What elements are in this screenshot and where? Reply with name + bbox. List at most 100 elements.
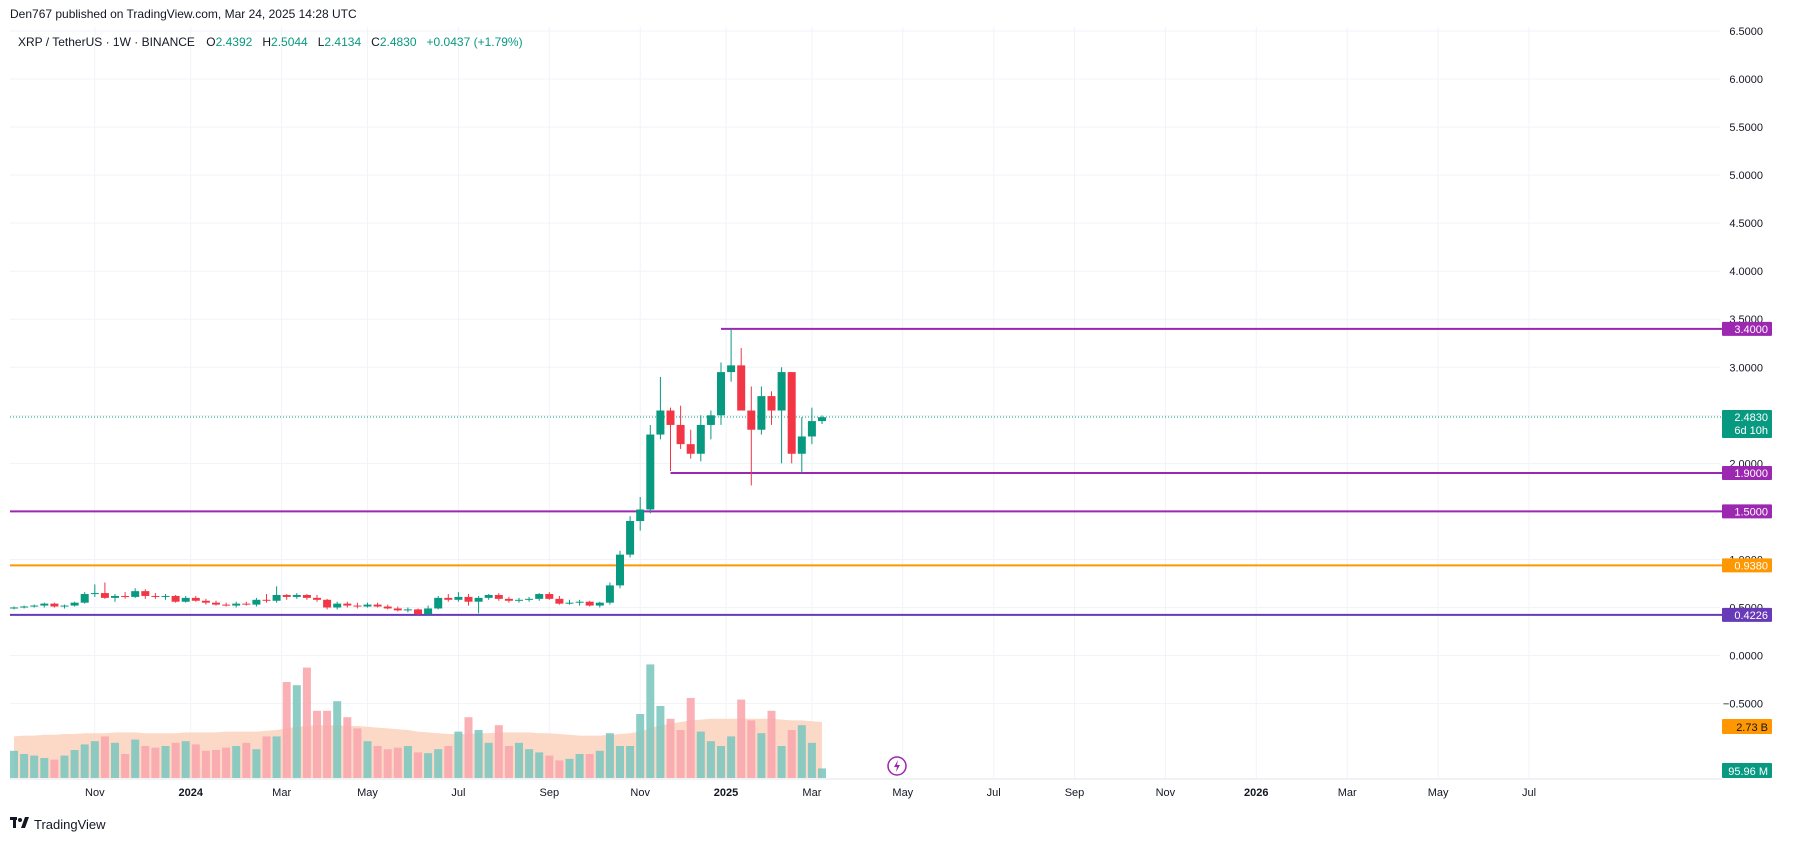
volume-bar [252, 749, 261, 778]
candle-body [282, 594, 291, 597]
lightning-icon[interactable] [887, 756, 907, 776]
candle-body [313, 597, 321, 600]
volume-bar [353, 728, 362, 778]
volume-bar [70, 750, 79, 778]
y-tick-label: 6.0000 [1729, 74, 1763, 86]
candle-body [191, 597, 200, 601]
open-value: 2.4392 [215, 35, 253, 49]
level-label-bg [1722, 607, 1772, 622]
volume-bar [282, 682, 291, 778]
volume-bar [10, 750, 18, 778]
x-tick-label: Sep [540, 787, 560, 799]
candle-body [545, 594, 554, 599]
level-label: 0.4226 [1734, 610, 1768, 622]
y-tick-label: 5.0000 [1729, 170, 1763, 182]
volume-bar [20, 754, 29, 778]
volume-bar [141, 746, 150, 778]
volume-bar [313, 710, 321, 778]
close-label: C [371, 35, 380, 49]
volume-bar [676, 730, 685, 778]
y-tick-label: 6.5000 [1729, 26, 1763, 38]
candle-body [474, 597, 483, 602]
x-tick-label: Nov [630, 787, 650, 799]
x-tick-label: May [357, 787, 378, 799]
x-tick-label: Jul [987, 787, 1001, 799]
volume-bar [131, 739, 140, 778]
volume-bar [262, 736, 271, 778]
volume-bar [201, 750, 210, 778]
y-tick-label: 4.0000 [1729, 266, 1763, 278]
volume-bar [292, 685, 301, 778]
y-tick-label: 4.5000 [1729, 218, 1763, 230]
volume-bar [595, 750, 604, 778]
x-tick-label: Mar [802, 787, 821, 799]
low-value: 2.4134 [324, 35, 362, 49]
open-label: O [206, 35, 216, 49]
countdown-label: 6d 10h [1734, 425, 1768, 437]
candle-body [121, 595, 130, 597]
candle-body [636, 509, 645, 522]
volume-bar [717, 746, 725, 778]
candle-body [252, 599, 261, 605]
x-tick-label: Jul [451, 787, 465, 799]
candle-body [737, 365, 746, 411]
candle-body [262, 599, 271, 601]
volume-bar [30, 755, 39, 778]
candle-body [767, 396, 776, 411]
candle-body [575, 601, 584, 603]
candle-body [757, 396, 766, 430]
x-tick-label: May [1428, 787, 1449, 799]
candle-body [141, 591, 150, 596]
x-tick-label: Mar [1338, 787, 1357, 799]
candle-body [424, 608, 433, 615]
volume-bar [393, 747, 402, 778]
candle-body [60, 605, 69, 607]
symbol-name: XRP / TetherUS · 1W · BINANCE [18, 35, 195, 49]
volume-bar [323, 710, 332, 778]
candle-body [242, 603, 251, 605]
candle-body [777, 372, 786, 411]
candle-body [706, 415, 715, 425]
level-label: 0.9380 [1734, 560, 1768, 572]
volume-bar [383, 749, 392, 778]
volume-bar [222, 747, 231, 778]
candle-body [494, 594, 503, 599]
level-label-bg [1722, 465, 1772, 480]
candle-body [343, 603, 352, 606]
candle-body [201, 600, 210, 603]
volume-bar [373, 746, 382, 778]
volume-bar [696, 731, 705, 778]
candle-body [70, 602, 79, 606]
candle-body [525, 598, 534, 600]
y-tick-label: −0.5000 [1723, 699, 1763, 711]
price-chart[interactable]: 6.50006.00005.50005.00004.50004.00003.50… [0, 0, 1793, 800]
volume-bar [646, 664, 655, 778]
volume-ma-badge [1722, 719, 1772, 734]
candle-body [565, 602, 574, 604]
volume-bar [737, 699, 746, 778]
volume-bar [626, 746, 635, 778]
volume-bar [50, 759, 59, 778]
candle-body [333, 603, 342, 608]
candle-body [353, 605, 362, 607]
volume-bar [807, 742, 816, 778]
high-value: 2.5044 [271, 35, 308, 49]
candle-body [30, 605, 39, 607]
volume-bar [111, 742, 119, 778]
volume-bar [242, 742, 251, 778]
volume-bar [191, 744, 200, 778]
volume-bar [757, 733, 766, 778]
volume-bar [343, 717, 352, 778]
candle-body [10, 607, 18, 609]
candle-body [403, 609, 412, 611]
volume-bar [706, 741, 715, 778]
volume-bar [727, 736, 736, 778]
volume-bar [121, 754, 130, 778]
level-label-bg [1722, 558, 1772, 573]
candle-body [605, 585, 614, 603]
volume-bar [272, 736, 281, 778]
current-price-badge [1722, 409, 1772, 438]
volume-bar [161, 746, 170, 778]
candle-body [131, 591, 140, 597]
volume-bar [60, 755, 69, 778]
